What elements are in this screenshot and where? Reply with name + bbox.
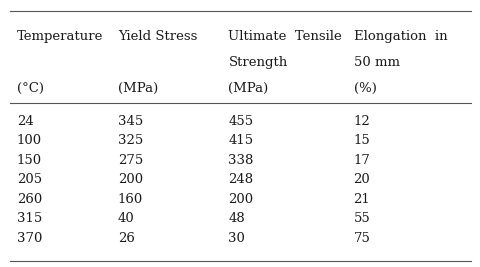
Text: 160: 160 [118,193,143,206]
Text: 315: 315 [17,213,42,225]
Text: 338: 338 [228,154,253,167]
Text: 40: 40 [118,213,134,225]
Text: (°C): (°C) [17,82,44,95]
Text: 275: 275 [118,154,143,167]
Text: 370: 370 [17,232,42,245]
Text: 15: 15 [353,135,370,147]
Text: 50 mm: 50 mm [353,56,399,69]
Text: 30: 30 [228,232,245,245]
Text: Strength: Strength [228,56,287,69]
Text: 24: 24 [17,115,34,128]
Text: 260: 260 [17,193,42,206]
Text: Ultimate  Tensile: Ultimate Tensile [228,30,341,42]
Text: 17: 17 [353,154,370,167]
Text: 12: 12 [353,115,370,128]
Text: Temperature: Temperature [17,30,103,42]
Text: 26: 26 [118,232,134,245]
Text: 205: 205 [17,174,42,186]
Text: Yield Stress: Yield Stress [118,30,197,42]
Text: 48: 48 [228,213,245,225]
Text: 21: 21 [353,193,370,206]
Text: 100: 100 [17,135,42,147]
Text: 345: 345 [118,115,143,128]
Text: (%): (%) [353,82,376,95]
Text: (MPa): (MPa) [228,82,268,95]
Text: 55: 55 [353,213,370,225]
Text: Elongation  in: Elongation in [353,30,446,42]
Text: 75: 75 [353,232,370,245]
Text: 415: 415 [228,135,253,147]
Text: 325: 325 [118,135,143,147]
Text: 150: 150 [17,154,42,167]
Text: 200: 200 [228,193,253,206]
Text: 248: 248 [228,174,253,186]
Text: (MPa): (MPa) [118,82,158,95]
Text: 200: 200 [118,174,143,186]
Text: 455: 455 [228,115,253,128]
Text: 20: 20 [353,174,370,186]
